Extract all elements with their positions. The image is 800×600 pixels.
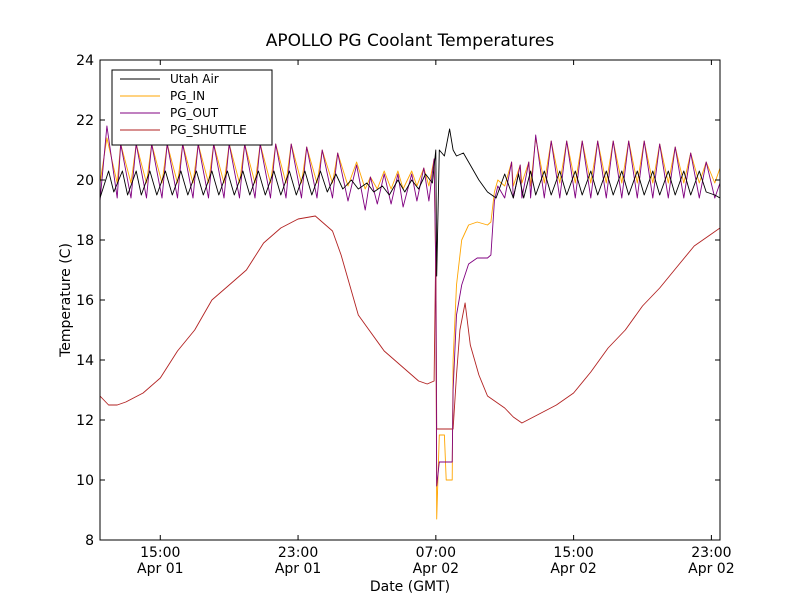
y-tick-label: 16 [76, 293, 94, 309]
y-tick-label: 12 [76, 413, 94, 429]
x-tick-label-time: 15:00 [140, 545, 180, 561]
x-tick-label-date: Apr 01 [275, 561, 321, 577]
legend-label: PG_OUT [170, 106, 219, 120]
y-tick-label: 10 [76, 473, 94, 489]
y-tick-label: 24 [76, 53, 94, 69]
y-axis-label: Temperature (C) [58, 243, 74, 358]
x-tick-label-date: Apr 02 [550, 561, 596, 577]
x-tick-label-time: 23:00 [278, 545, 318, 561]
y-tick-label: 8 [85, 533, 94, 549]
y-tick-label: 14 [76, 353, 94, 369]
y-tick-label: 22 [76, 113, 94, 129]
series-line-pg-shuttle [100, 215, 720, 430]
plot-area [100, 125, 720, 520]
x-tick-label-time: 15:00 [553, 545, 593, 561]
chart-title: APOLLO PG Coolant Temperatures [266, 31, 555, 51]
y-tick-label: 18 [76, 233, 94, 249]
x-tick-label-time: 23:00 [691, 545, 731, 561]
series-line-pg-out [100, 125, 720, 487]
legend: Utah Air PG_IN PG_OUT PG_SHUTTLE [111, 69, 273, 146]
legend-box [111, 69, 273, 146]
x-tick-label-date: Apr 01 [137, 561, 183, 577]
x-axis-label: Date (GMT) [370, 579, 450, 595]
x-tick-label-date: Apr 02 [688, 561, 734, 577]
legend-label: PG_IN [170, 89, 205, 103]
x-tick-label-date: Apr 02 [413, 561, 459, 577]
legend-label: Utah Air [170, 72, 219, 86]
legend-label: PG_SHUTTLE [170, 123, 247, 137]
y-tick-label: 20 [76, 173, 94, 189]
x-tick-label-time: 07:00 [416, 545, 456, 561]
series-line-utah-air [100, 128, 720, 277]
